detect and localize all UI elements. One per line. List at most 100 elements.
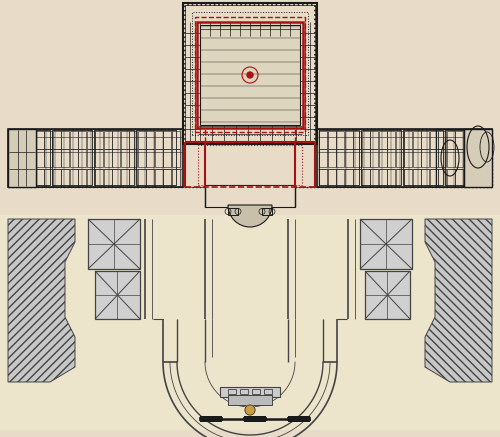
Bar [120, 131, 128, 149]
Bar [370, 131, 378, 149]
Bar [436, 129, 464, 187]
Wedge shape [228, 205, 272, 227]
Bar [446, 149, 454, 167]
Bar [95, 131, 103, 149]
Bar [154, 169, 162, 187]
Bar [104, 131, 112, 149]
Bar [172, 169, 179, 187]
Polygon shape [8, 219, 75, 382]
Bar [0, 215, 500, 430]
Bar [403, 130, 443, 185]
Bar [10, 131, 18, 149]
Bar [455, 149, 463, 167]
Bar [319, 169, 327, 187]
Bar [480, 149, 488, 167]
Bar [138, 149, 145, 167]
Bar [112, 149, 120, 167]
Bar [86, 149, 94, 167]
Bar [319, 131, 327, 149]
Bar [36, 169, 44, 187]
Bar [36, 131, 44, 149]
Bar [317, 129, 492, 187]
Bar [8, 129, 183, 187]
Bar [44, 169, 52, 187]
Bar [129, 149, 137, 167]
Bar [365, 271, 410, 319]
Bar [120, 169, 128, 187]
Bar [183, 3, 317, 144]
Bar [360, 219, 412, 269]
Bar [36, 149, 44, 167]
Bar [197, 22, 303, 128]
Bar [195, 17, 305, 132]
Bar [154, 131, 162, 149]
Bar [421, 149, 429, 167]
Bar [185, 5, 315, 142]
Bar [78, 169, 86, 187]
Bar [95, 271, 140, 319]
Bar [192, 12, 308, 135]
Bar [404, 131, 412, 149]
Bar [445, 130, 485, 185]
Bar [27, 169, 35, 187]
Bar [412, 149, 420, 167]
Bar [163, 169, 171, 187]
Bar [446, 169, 454, 187]
Bar [480, 131, 488, 149]
Bar [44, 149, 52, 167]
Bar [61, 131, 69, 149]
Bar [27, 149, 35, 167]
Bar [421, 131, 429, 149]
Bar [52, 149, 60, 167]
Bar [129, 131, 137, 149]
Bar [146, 131, 154, 149]
Bar [396, 131, 404, 149]
Bar [455, 169, 463, 187]
Bar [362, 149, 370, 167]
Bar [344, 169, 352, 187]
Bar [185, 5, 315, 142]
Bar [129, 169, 137, 187]
Bar [95, 149, 103, 167]
Bar [353, 149, 361, 167]
Bar [200, 416, 222, 422]
Bar [288, 416, 310, 422]
Bar [412, 131, 420, 149]
Bar [205, 185, 295, 207]
Bar [172, 131, 179, 149]
Bar [472, 149, 480, 167]
Bar [95, 169, 103, 187]
Bar [78, 131, 86, 149]
Bar [264, 389, 272, 394]
Bar [120, 149, 128, 167]
Bar [138, 169, 145, 187]
Bar [387, 169, 395, 187]
Bar [319, 130, 359, 185]
Bar [104, 169, 112, 187]
Bar [336, 169, 344, 187]
Bar [328, 149, 336, 167]
Bar [163, 131, 171, 149]
Bar [27, 131, 35, 149]
Bar [252, 389, 260, 394]
Bar [228, 208, 238, 215]
Bar [378, 169, 386, 187]
Bar [146, 149, 154, 167]
Bar [387, 149, 395, 167]
Polygon shape [425, 219, 492, 382]
Bar [86, 169, 94, 187]
Bar [328, 131, 336, 149]
Bar [404, 169, 412, 187]
Bar [228, 389, 236, 394]
Bar [336, 131, 344, 149]
Bar [353, 131, 361, 149]
Bar [328, 169, 336, 187]
Bar [10, 130, 50, 185]
Bar [362, 169, 370, 187]
Bar [10, 169, 18, 187]
Bar [446, 131, 454, 149]
Bar [70, 169, 78, 187]
Bar [438, 169, 446, 187]
Bar [52, 131, 60, 149]
Bar [94, 130, 134, 185]
